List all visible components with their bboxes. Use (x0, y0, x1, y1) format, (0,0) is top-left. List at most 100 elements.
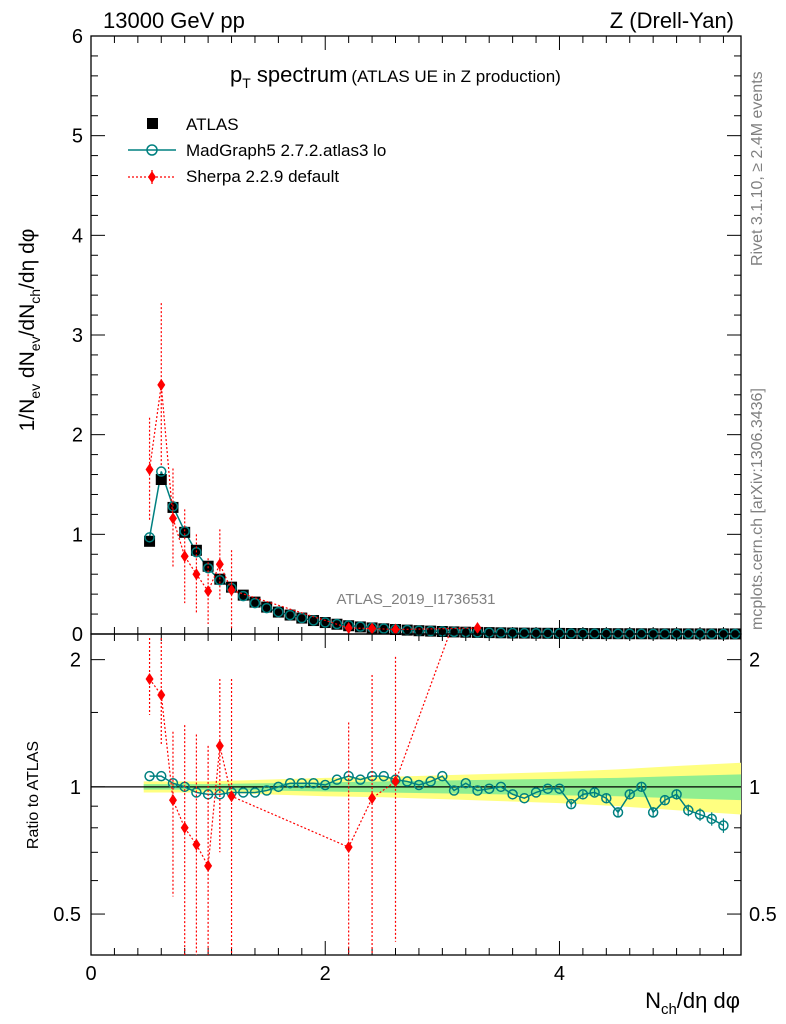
ratio-madgraph-point (238, 787, 249, 798)
main-y-tick-label: 6 (72, 26, 83, 48)
ratio-sherpa-point (168, 794, 177, 807)
ratio-madgraph-point (530, 787, 542, 798)
legend-madgraph-marker (146, 144, 158, 156)
legend-atlas-label: ATLAS (186, 115, 239, 134)
sherpa-data-point (368, 622, 377, 635)
ratio-sherpa-group (145, 634, 450, 955)
atlas-data-point (237, 589, 249, 601)
ratio-madgraph-point (156, 770, 167, 782)
ratio-madgraph-point (261, 785, 272, 796)
ratio-madgraph-point (144, 770, 155, 782)
sherpa-line (148, 384, 478, 631)
main-y-tick-label: 1 (72, 524, 83, 546)
ratio-madgraph-point (519, 792, 530, 804)
madgraph-data-point (273, 606, 284, 618)
atlas-data-point (401, 624, 413, 636)
ratio-madgraph-point (718, 820, 729, 831)
ratio-sherpa-point (344, 841, 353, 854)
sherpa-data-point (192, 568, 201, 581)
header-energy-label: 13000 GeV pp (103, 8, 245, 33)
ratio-madgraph-point (413, 779, 425, 791)
ratio-sherpa-point (145, 672, 154, 685)
ratio-madgraph-line (149, 775, 724, 827)
atlas-data-point (436, 626, 448, 638)
madgraph-data-point (144, 532, 155, 543)
sherpa-data-point (180, 550, 189, 563)
madgraph-data-point (448, 626, 460, 638)
madgraph-data-point (519, 627, 530, 639)
ratio-madgraph-point (460, 777, 472, 789)
ratio-madgraph-point (273, 781, 284, 793)
madgraph-data-point (425, 625, 436, 637)
atlas-data-point (518, 627, 530, 639)
madgraph-data-point (331, 618, 343, 630)
x-axis-label: Nch/dη dφ (645, 988, 740, 1018)
legend-madgraph-label: MadGraph5 2.7.2.atlas3 lo (186, 141, 386, 160)
ratio-sherpa-point (391, 775, 400, 788)
sherpa-data-point (391, 623, 400, 636)
ratio-madgraph-point (507, 789, 518, 800)
ratio-madgraph-point (589, 787, 600, 798)
ratio-y-tick-label: 0.5 (53, 904, 81, 926)
madgraph-data-point (542, 628, 554, 639)
ratio-madgraph-point (659, 794, 671, 806)
ratio-sherpa-point (180, 821, 189, 834)
madgraph-data-point (495, 627, 507, 639)
ratio-madgraph-point (542, 783, 554, 794)
main-y-tick-label: 2 (72, 425, 83, 447)
ratio-madgraph-point (694, 809, 706, 820)
ratio-y-tick-label-right: 1 (749, 777, 760, 799)
legend-atlas-marker (147, 118, 158, 129)
atlas-data-point (308, 615, 320, 627)
sherpa-data-point (344, 622, 353, 635)
ratio-madgraph-point (565, 798, 577, 810)
main-y-tick-label: 5 (72, 126, 83, 148)
madgraph-data-point (296, 612, 308, 624)
ratio-madgraph-point (448, 785, 460, 796)
atlas-data-point (249, 596, 261, 608)
ratio-madgraph-point (331, 774, 343, 785)
ratio-y-tick-label: 1 (70, 777, 81, 799)
ratio-y-tick-label-right: 2 (749, 650, 760, 672)
ratio-madgraph-point (624, 789, 635, 800)
ratio-madgraph-point (554, 783, 565, 794)
atlas-data-point (354, 621, 366, 633)
ratio-madgraph-point (401, 776, 413, 787)
atlas-data-point (413, 625, 425, 637)
ratio-madgraph-point (577, 789, 589, 800)
madgraph-data-point (284, 609, 296, 621)
ratio-panel: 0 2 4 0.5 0.5 1 1 2 2 (53, 633, 777, 985)
ratio-madgraph-point (249, 787, 261, 798)
atlas-data-point (296, 612, 308, 624)
ratio-madgraph-point (647, 807, 659, 818)
atlas-data-point (460, 626, 472, 638)
rivet-version-label: Rivet 3.1.10, ≥ 2.4M events (749, 71, 766, 266)
legend-sherpa-marker (148, 171, 156, 183)
legend-sherpa-label: Sherpa 2.2.9 default (186, 167, 339, 186)
ratio-y-axis-label: Ratio to ATLAS (25, 741, 42, 849)
main-y-tick-label: 0 (72, 624, 83, 646)
sherpa-data-point (204, 585, 213, 598)
madgraph-data-point (156, 466, 167, 477)
atlas-data-point (167, 501, 179, 513)
x-tick-label: 4 (554, 963, 565, 985)
main-y-tick-label: 3 (72, 325, 83, 347)
atlas-data-point (425, 625, 437, 637)
madgraph-data-point (261, 602, 272, 614)
ratio-madgraph-point (425, 776, 436, 787)
ratio-madgraph-point (483, 783, 495, 794)
x-tick-label: 2 (320, 963, 331, 985)
madgraph-data-point (249, 597, 261, 609)
analysis-watermark: ATLAS_2019_I1736531 (336, 591, 495, 608)
madgraph-data-point (319, 617, 331, 628)
ratio-sherpa-point (192, 838, 201, 851)
sherpa-data-point (168, 512, 177, 525)
ratio-sherpa-point (157, 688, 166, 701)
madgraph-data-point (355, 621, 366, 632)
sherpa-data-point (157, 378, 166, 391)
chart-title: pT spectrum (ATLAS UE in Z production) (230, 62, 561, 91)
ratio-madgraph-point (284, 777, 296, 789)
atlas-data-point (179, 526, 191, 538)
ratio-madgraph-point (319, 779, 331, 791)
